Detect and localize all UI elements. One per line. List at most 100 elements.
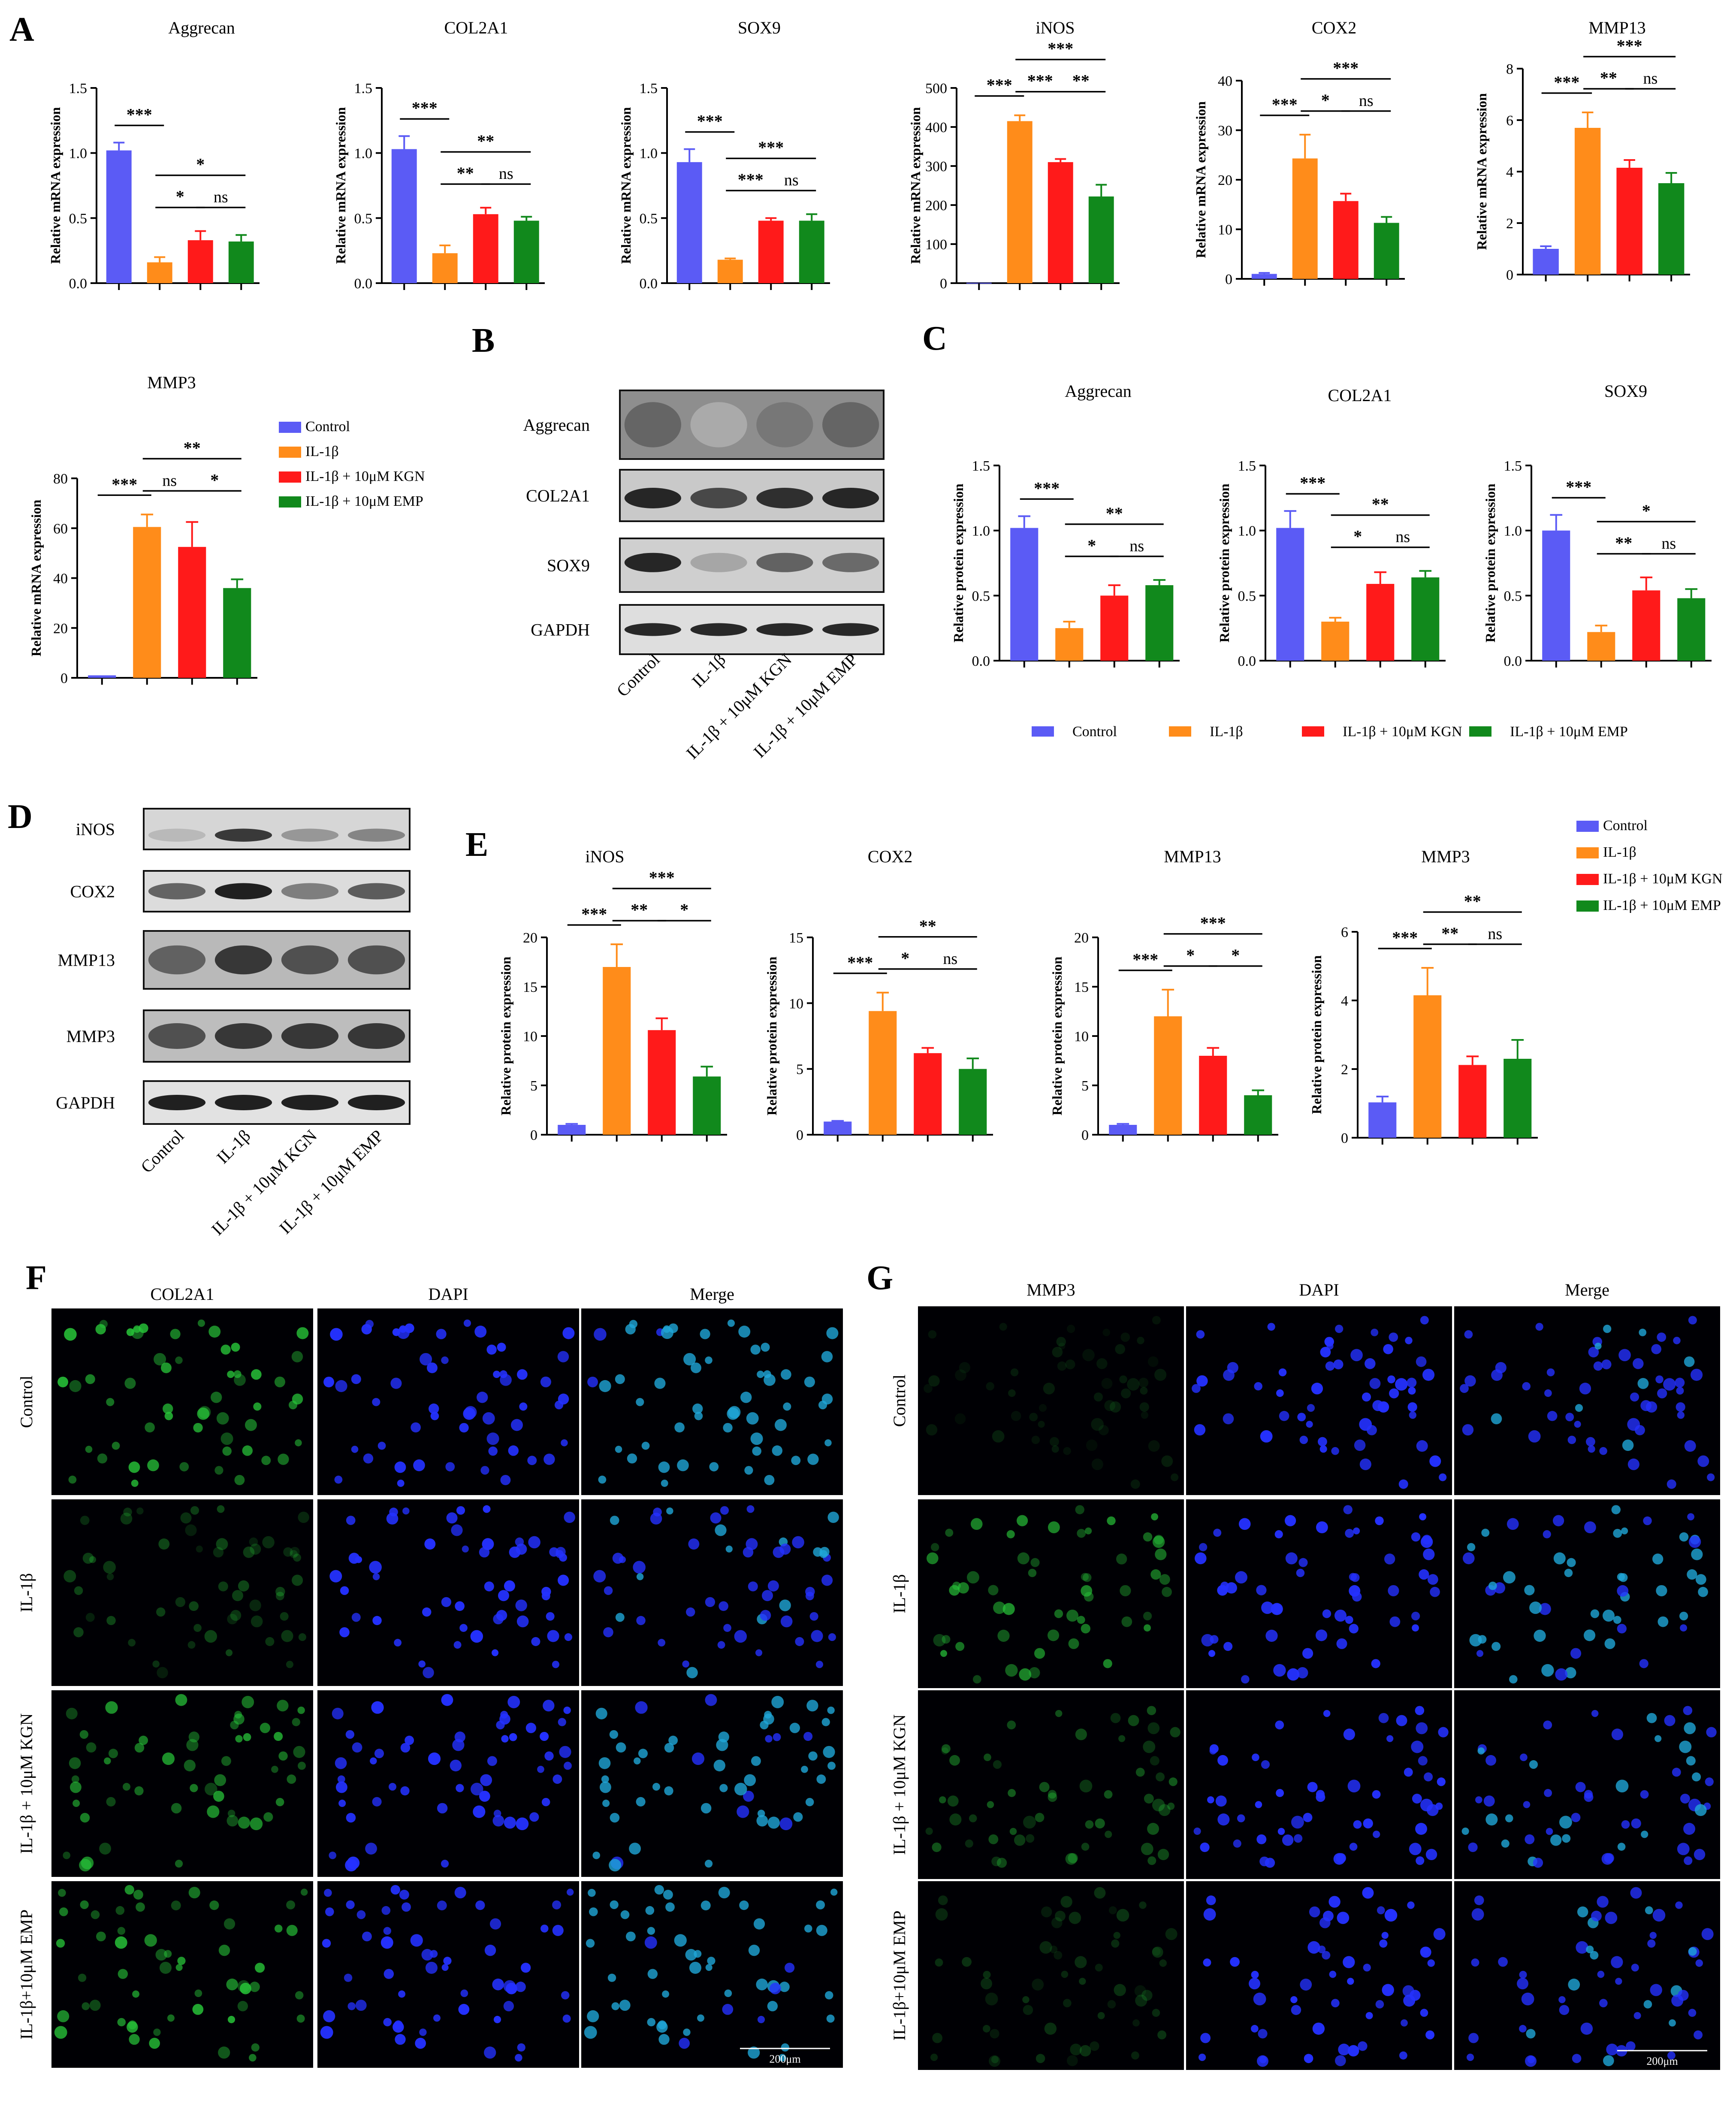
- panel-g-cell: [1200, 2033, 1211, 2043]
- panel-f-cell: [400, 1743, 411, 1753]
- panel-g-cell: [928, 1330, 937, 1339]
- bar: [1055, 628, 1084, 661]
- panel-g-cell: [1591, 1910, 1602, 1922]
- panel-g-cell: [1029, 1413, 1038, 1422]
- panel-f-cell: [120, 1513, 133, 1525]
- panel-f-cell: [610, 1900, 619, 1909]
- panel-g-cell: [1034, 1648, 1045, 1659]
- panel-g-cell: [1031, 1435, 1040, 1444]
- panel-g-cell: [1481, 1529, 1490, 1537]
- panel-g-cell: [1389, 1616, 1401, 1627]
- panel-g-cell: [1675, 1901, 1683, 1909]
- panel-g-cell: [1095, 1818, 1105, 1829]
- panel-f-cell: [686, 1607, 695, 1617]
- significance-label: ***: [1392, 928, 1418, 947]
- panel-f-cell: [781, 1369, 791, 1380]
- panel-f-cell: [220, 1432, 233, 1445]
- panel-g-cell: [1594, 1342, 1602, 1350]
- panel-f-cell: [365, 1320, 374, 1329]
- panel-f-cell: [298, 1511, 309, 1523]
- panel-g-cell: [1416, 1722, 1428, 1734]
- panel-g-cell: [1213, 1529, 1222, 1537]
- panel-f-cell: [441, 1356, 449, 1364]
- panel-g-cell: [1568, 1979, 1580, 1991]
- panel-f-cell: [743, 1791, 754, 1802]
- legend-c-label: Control: [1072, 724, 1117, 740]
- panel-label-e: E: [465, 826, 488, 864]
- significance-label: ns: [499, 165, 513, 183]
- panel-g-cell: [1503, 1571, 1516, 1584]
- significance-label: ***: [1300, 473, 1325, 492]
- y-axis-label: Relative mRNA expression: [48, 107, 63, 264]
- blot-d-band: [281, 1023, 339, 1049]
- y-tick-label: 0.0: [69, 276, 88, 292]
- y-tick-label: 0.0: [1238, 653, 1256, 669]
- panel-g-cell: [1241, 1675, 1250, 1684]
- panel-f-cell: [809, 1612, 818, 1621]
- blot-d-band: [214, 945, 272, 975]
- panel-g-cell: [1677, 1411, 1685, 1419]
- y-tick-label: 0.5: [69, 211, 88, 227]
- panel-g-cell: [1654, 1735, 1662, 1742]
- panel-f-cell: [821, 1393, 833, 1405]
- panel-f-cell: [82, 1553, 94, 1564]
- panel-g-cell: [1606, 2043, 1618, 2056]
- panel-g-cell: [1193, 1827, 1201, 1835]
- blot-b-band: [756, 488, 813, 508]
- panel-f-cell: [400, 1786, 410, 1796]
- panel-g-cell: [1427, 1574, 1438, 1585]
- panel-g-cell: [1679, 1740, 1692, 1753]
- blot-b-band: [756, 623, 813, 636]
- panel-label-b: B: [472, 322, 495, 360]
- panel-f-cell: [226, 1979, 238, 1991]
- panel-f-cell: [705, 1694, 717, 1706]
- panel-f-cell: [819, 1547, 830, 1557]
- bar: [603, 967, 631, 1135]
- panel-f-cell: [764, 1474, 775, 1485]
- bar: [758, 221, 784, 283]
- panel-g-cell: [1109, 1401, 1121, 1413]
- panel-g-cell: [1147, 1856, 1156, 1865]
- panel-f-cell: [826, 2014, 835, 2023]
- panel-g-cell: [1707, 1473, 1715, 1481]
- panel-g-cell: [1572, 2054, 1582, 2064]
- y-tick-label: 40: [1218, 73, 1232, 89]
- panel-f-cell: [595, 1707, 607, 1719]
- panel-f-cell: [57, 1376, 69, 1387]
- y-tick-label: 0.0: [972, 653, 990, 669]
- panel-f-cell: [815, 1661, 823, 1668]
- panel-g-cell: [1389, 1388, 1399, 1399]
- panel-f-cell: [700, 1329, 710, 1339]
- panel-g-cell: [1319, 1445, 1327, 1453]
- panel-g-cell: [1415, 1823, 1428, 1835]
- panel-g-cell: [1353, 1527, 1360, 1535]
- panel-f-cell: [462, 1545, 469, 1553]
- panel-g-cell: [1617, 1585, 1629, 1597]
- panel-g-cell: [1116, 1553, 1127, 1565]
- legend-c-swatch: [1469, 726, 1491, 737]
- bar: [1048, 162, 1073, 283]
- significance-label: ns: [1359, 92, 1374, 110]
- panel-f-cell: [723, 1624, 731, 1632]
- panel-g-cell: [1519, 1970, 1527, 1979]
- panel-g-cell: [1325, 1361, 1335, 1371]
- panel-g-cell: [1323, 1910, 1334, 1922]
- panel-g-cell: [1558, 1996, 1566, 2003]
- bar: [1677, 598, 1706, 661]
- panel-g-cell: [1014, 1834, 1026, 1846]
- panel-g-cell: [1412, 1624, 1419, 1632]
- panel-g-cell: [1622, 1439, 1634, 1451]
- legend-a-label: Control: [305, 419, 350, 435]
- panel-f-cell: [410, 1934, 423, 1947]
- y-tick-label: 5: [530, 1078, 537, 1094]
- panel-f-cell: [779, 1817, 793, 1831]
- panel-g-cell: [1420, 1316, 1429, 1325]
- panel-f-cell: [601, 1775, 609, 1783]
- bar: [1616, 168, 1642, 275]
- panel-g-cell: [1335, 2055, 1346, 2067]
- panel-g-cell: [1384, 1909, 1398, 1922]
- panel-f-cell: [59, 1907, 68, 1916]
- panel-g-cell: [1426, 1804, 1439, 1816]
- panel-f-cell: [563, 1706, 571, 1714]
